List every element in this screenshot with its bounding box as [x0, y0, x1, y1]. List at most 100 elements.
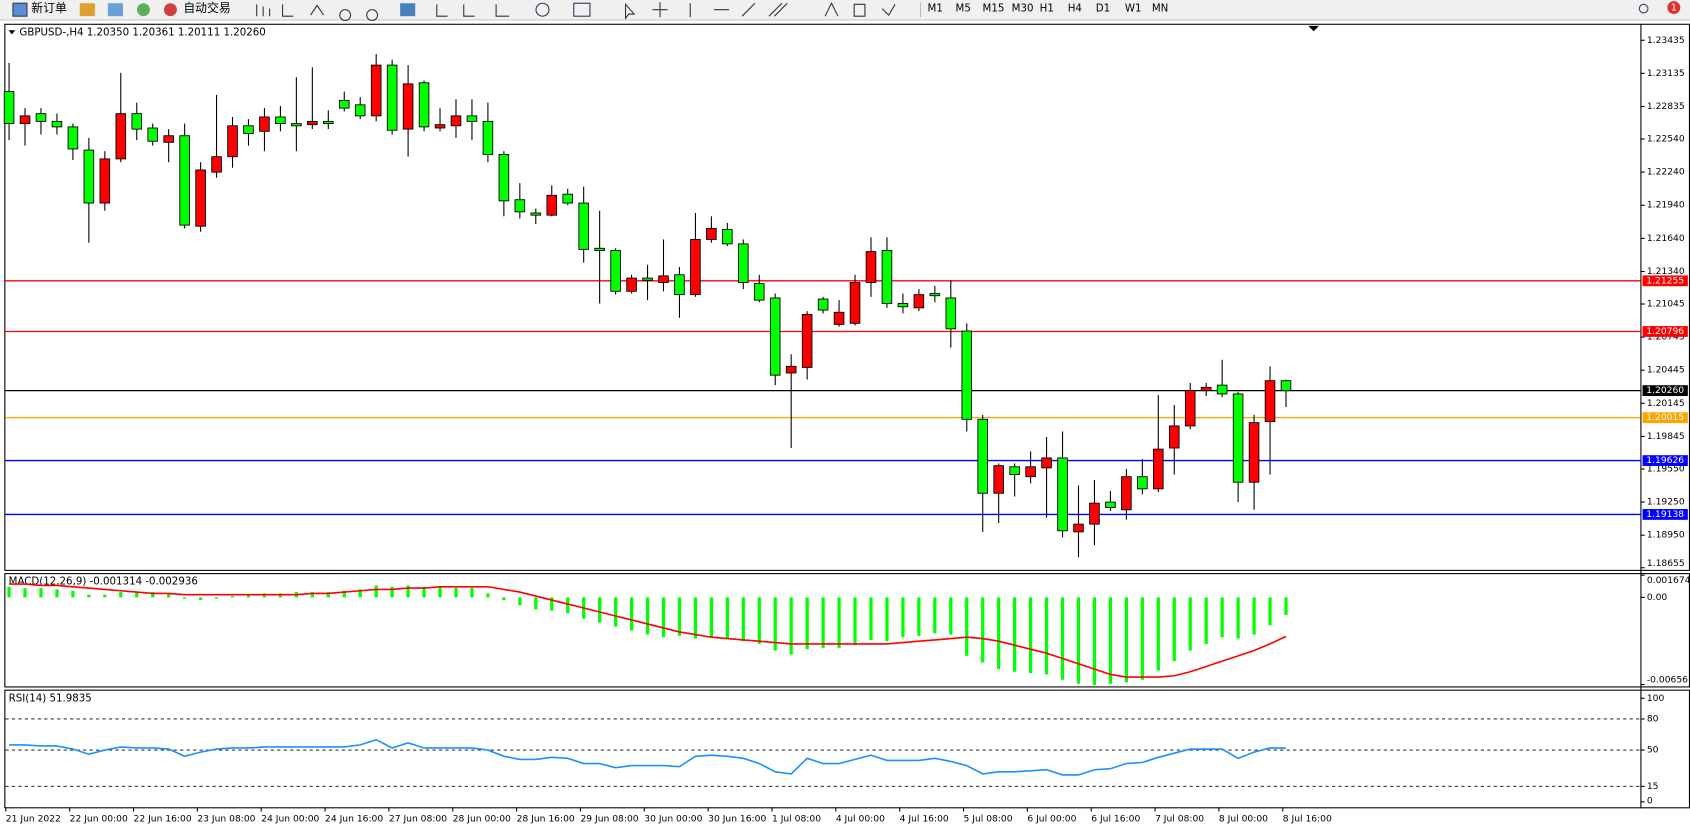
candle-body — [35, 113, 47, 122]
candle-body — [881, 250, 893, 304]
candle-body — [115, 113, 127, 160]
y-tick-label: 1.19250 — [1647, 497, 1685, 508]
candle-body — [1089, 502, 1100, 525]
candle-body — [913, 294, 925, 309]
timeframe-button[interactable]: W1 — [1125, 3, 1142, 15]
price-level-label: 1.20796 — [1646, 326, 1684, 337]
timeframe-button[interactable]: H1 — [1040, 3, 1054, 15]
candle-body — [658, 275, 669, 283]
signal-line — [9, 583, 1287, 678]
candle-body — [945, 297, 957, 330]
candle-body — [738, 243, 749, 283]
candle-body — [769, 297, 781, 376]
candle-body — [961, 330, 973, 420]
y-tick-label: 1.22835 — [1647, 101, 1685, 112]
notification-badge[interactable] — [1667, 1, 1681, 15]
timeframe-button[interactable]: MN — [1152, 3, 1168, 15]
x-tick-label: 21 Jun 2022 — [6, 814, 61, 825]
symbol-marker — [8, 30, 16, 35]
candle-body — [1009, 466, 1020, 475]
candle-body — [19, 115, 31, 125]
x-tick-label: 24 Jun 16:00 — [325, 814, 383, 825]
x-tick-label: 6 Jul 16:00 — [1091, 814, 1140, 825]
candle-body — [99, 158, 111, 204]
candle-body — [179, 135, 190, 226]
candle-body — [131, 113, 143, 130]
price-level-tag — [1642, 275, 1688, 287]
x-tick-label: 23 Jun 08:00 — [197, 814, 255, 825]
auto-trading-icon — [163, 3, 177, 17]
candle-body — [1232, 393, 1244, 483]
candle-body — [370, 64, 382, 117]
candle-body — [1121, 476, 1132, 511]
x-tick-label: 8 Jul 16:00 — [1283, 814, 1332, 825]
toolbar-icon[interactable] — [400, 3, 416, 17]
candle-body — [323, 120, 334, 125]
candle-body — [801, 314, 813, 368]
candle-body — [1264, 380, 1276, 422]
candle-body — [1137, 476, 1148, 490]
candle-body — [163, 135, 174, 143]
timeframe-button[interactable]: H4 — [1068, 3, 1082, 15]
candle-body — [642, 277, 653, 281]
price-level-tag — [1642, 509, 1688, 520]
x-tick-label: 6 Jul 00:00 — [1027, 814, 1076, 825]
y-tick-label: 1.22540 — [1647, 134, 1685, 145]
y-tick-label: 1.19550 — [1647, 463, 1685, 474]
price-level-label: 1.19138 — [1646, 509, 1684, 520]
candle-body — [1280, 380, 1292, 392]
timeframe-button[interactable]: D1 — [1096, 3, 1110, 15]
candle-body — [498, 154, 510, 202]
x-tick-label: 22 Jun 16:00 — [134, 814, 192, 825]
candle-body — [338, 99, 350, 109]
x-tick-label: 30 Jun 00:00 — [644, 814, 702, 825]
y-tick-label: -0.00656 — [1647, 674, 1688, 685]
candle-body — [674, 274, 685, 296]
candle-body — [833, 311, 845, 325]
timeframe-button[interactable]: M15 — [983, 3, 1005, 15]
search-icon[interactable] — [1638, 3, 1649, 14]
candle-body — [243, 125, 254, 134]
candle-body — [3, 91, 15, 125]
new-order-button[interactable]: 新订单 — [31, 1, 67, 15]
candle-body — [578, 202, 589, 250]
toolbar-icon[interactable] — [79, 3, 95, 17]
toolbar-icon[interactable] — [535, 2, 550, 17]
candle-body — [482, 120, 494, 155]
candle-body — [546, 194, 558, 216]
toolbar-icon[interactable] — [136, 3, 150, 17]
x-tick-label: 28 Jun 00:00 — [453, 814, 511, 825]
candle-body — [291, 123, 302, 127]
macd-panel-frame — [4, 573, 1690, 688]
price-level-tag — [1642, 455, 1688, 466]
rsi-line — [9, 738, 1286, 776]
candle-body — [753, 283, 765, 301]
timeframe-button[interactable]: M30 — [1012, 3, 1034, 15]
candle-body — [722, 229, 733, 245]
candle-body — [1216, 384, 1228, 395]
y-tick-label: 1.21045 — [1647, 298, 1685, 309]
timeframe-button[interactable]: M1 — [928, 3, 943, 15]
candle-body — [785, 365, 797, 374]
y-tick-label: 15 — [1647, 781, 1659, 792]
price-level-label: 1.20260 — [1646, 385, 1684, 396]
candle-body — [530, 212, 542, 216]
rsi-title: RSI(14) 51.9835 — [9, 692, 92, 704]
rsi-panel-frame — [4, 689, 1690, 809]
y-tick-label: 1.20145 — [1647, 398, 1685, 409]
candle-body — [1168, 425, 1180, 449]
y-tick-label: 1.18950 — [1647, 530, 1685, 541]
auto-trading-button[interactable]: 自动交易 — [183, 1, 230, 15]
toolbar-icon[interactable] — [573, 2, 591, 17]
toolbar-icons[interactable] — [256, 2, 896, 22]
toolbar-icon[interactable] — [107, 3, 123, 17]
x-tick-label: 24 Jun 00:00 — [261, 814, 319, 825]
candle-body — [386, 64, 398, 131]
x-tick-label: 5 Jul 08:00 — [964, 814, 1013, 825]
candle-body — [1248, 422, 1260, 483]
price-level-tag — [1642, 412, 1688, 424]
timeframe-button[interactable]: M5 — [956, 3, 971, 15]
